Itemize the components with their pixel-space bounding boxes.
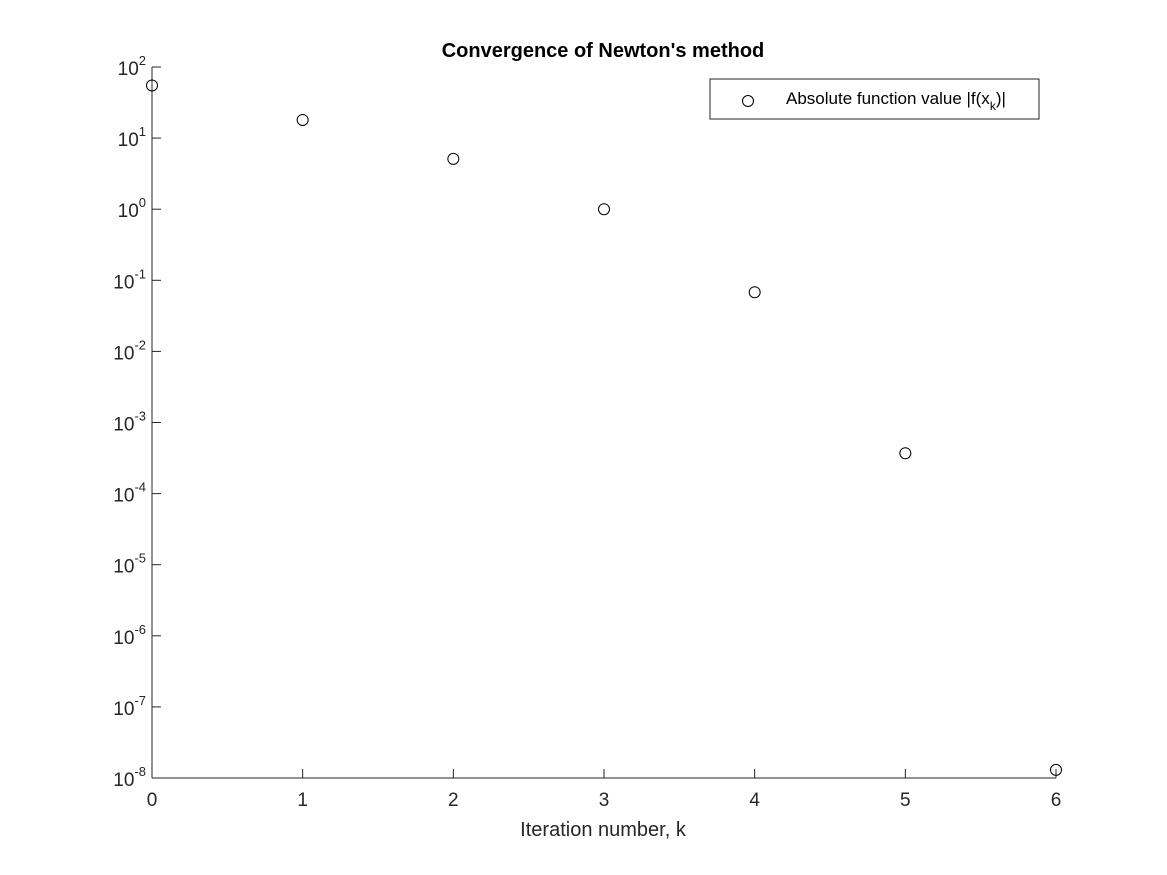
x-tick-label: 5 [900,790,911,811]
legend-marker [742,95,754,107]
data-point [899,447,912,460]
chart-title: Convergence of Newton's method [442,40,765,62]
x-tick-label: 6 [1051,790,1062,811]
x-tick-label: 4 [749,790,760,811]
y-tick-label: 10-4 [113,480,146,507]
x-axis-label: Iteration number, k [520,819,687,841]
y-tick-label: 10-7 [113,693,146,720]
x-tick-label: 1 [297,790,308,811]
y-tick-label: 10-3 [113,409,146,436]
y-tick-label: 101 [118,124,146,151]
x-tick-label: 3 [599,790,610,811]
legend-box [709,78,1040,120]
legend-label: Absolute function value |f(xk)| [786,89,1006,113]
data-point [1050,763,1062,776]
y-tick-label: 100 [118,195,146,222]
x-tick-labels: 0 1 2 3 4 5 6 [147,769,1062,811]
y-tick-label: 102 [118,53,146,80]
y-tick-label: 10-1 [113,266,146,293]
axes [151,67,1056,779]
data-points [146,79,1062,776]
y-tick-label: 10-5 [113,551,146,578]
x-tick-label: 2 [448,790,459,811]
y-tick-label: 10-2 [113,337,146,364]
data-point [146,79,158,92]
y-tick-label: 10-8 [113,764,146,791]
x-tick-label: 0 [147,790,158,811]
y-tick-labels: 102 101 100 10-1 10-2 10-3 10-4 10-5 10-6 10-7 10-… [113,53,161,791]
data-point [296,113,309,126]
y-tick-label: 10-6 [113,622,146,649]
legend: Absolute function value |f(xk)| [709,78,1040,120]
data-point [748,286,761,299]
data-point [598,203,610,216]
data-point [447,152,460,165]
